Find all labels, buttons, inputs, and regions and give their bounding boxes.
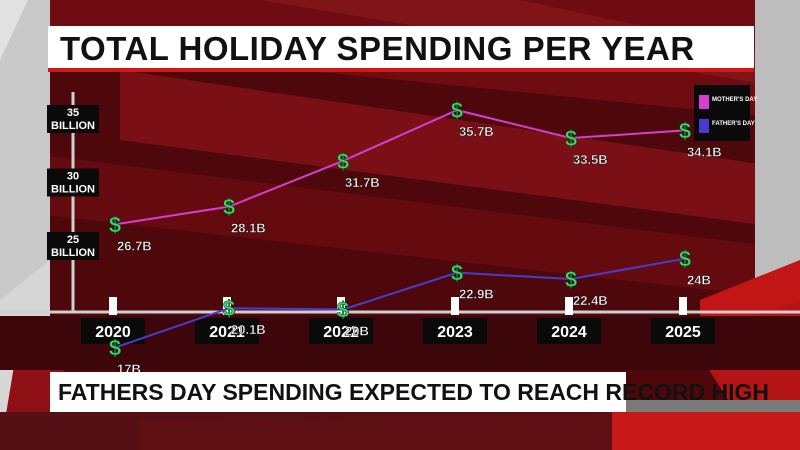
series-line-mothers-day: [114, 109, 686, 226]
legend-item-mothers-day: MOTHER'S DAY: [699, 95, 757, 109]
data-label: 28.1B: [231, 221, 266, 236]
data-label: 31.7B: [345, 175, 380, 190]
x-tick-mark: [679, 297, 687, 315]
chart-title: TOTAL HOLIDAY SPENDING PER YEAR: [60, 30, 695, 67]
legend: MOTHER'S DAY FATHER'S DAY: [694, 85, 757, 141]
y-tick-label-unit: BILLION: [51, 184, 95, 196]
dollar-marker: $: [109, 336, 121, 361]
dollar-marker: $: [679, 247, 691, 272]
x-tick-mark: [223, 297, 231, 315]
x-tick-label: 2023: [437, 324, 473, 341]
x-tick-label-box: [195, 318, 259, 344]
data-label: 20.1B: [231, 322, 266, 337]
data-label: 20B: [345, 324, 369, 339]
y-tick-label-box: [47, 105, 99, 133]
x-tick-label-box: [651, 318, 715, 344]
legend-label-fathers-day: FATHER'S DAY: [712, 121, 755, 127]
data-label: 34.1B: [687, 144, 722, 159]
legend-item-fathers-day: FATHER'S DAY: [699, 119, 755, 133]
legend-swatch-fathers-day: [699, 119, 709, 133]
data-label: 26.7B: [117, 238, 152, 253]
x-tick-label-box: [81, 318, 145, 344]
y-tick-label-box: [47, 168, 99, 197]
y-tick-label-number: 35: [67, 107, 79, 119]
x-tick-label-box: [309, 318, 373, 344]
dollar-marker: $: [451, 98, 463, 123]
x-tick-mark: [565, 297, 573, 315]
y-tick-label-number: 25: [67, 234, 79, 246]
data-label: 22.4B: [573, 293, 608, 308]
x-tick-label-box: [423, 318, 487, 344]
data-label: 33.5B: [573, 152, 608, 167]
x-tick-mark: [451, 297, 459, 315]
x-tick-label: 2025: [665, 324, 701, 341]
dollar-marker: $: [223, 296, 235, 321]
y-tick-label-number: 30: [67, 171, 79, 183]
dollar-marker: $: [565, 126, 577, 151]
y-tick-label-unit: BILLION: [51, 120, 95, 132]
headline-text: FATHERS DAY SPENDING EXPECTED TO REACH R…: [58, 379, 769, 405]
series-line-fathers-day: [114, 257, 686, 349]
y-tick-label-unit: BILLION: [51, 247, 95, 259]
data-label: 35.7B: [459, 124, 494, 139]
dollar-marker: $: [337, 298, 349, 323]
legend-label-mothers-day: MOTHER'S DAY: [712, 97, 758, 103]
x-tick-mark: [337, 297, 345, 315]
x-tick-label: 2022: [323, 324, 359, 341]
headline-banner: FATHERS DAY SPENDING EXPECTED TO REACH R…: [50, 372, 769, 412]
x-tick-label: 2024: [551, 324, 587, 341]
dollar-marker: $: [451, 261, 463, 286]
x-tick-mark: [109, 297, 117, 315]
dollar-marker: $: [337, 149, 349, 174]
data-label: 22.9B: [459, 287, 494, 302]
dollar-marker: $: [109, 212, 121, 237]
data-label: 24B: [687, 273, 711, 288]
dollar-marker: $: [565, 267, 577, 292]
dollar-marker: $: [679, 118, 691, 143]
x-tick-label-box: [537, 318, 601, 344]
title-banner: TOTAL HOLIDAY SPENDING PER YEAR: [48, 26, 754, 72]
legend-swatch-mothers-day: [699, 95, 709, 109]
x-tick-label: 2020: [95, 324, 131, 341]
x-tick-label: 2021: [209, 324, 245, 341]
dollar-marker: $: [223, 195, 235, 220]
y-tick-label-box: [47, 232, 99, 260]
